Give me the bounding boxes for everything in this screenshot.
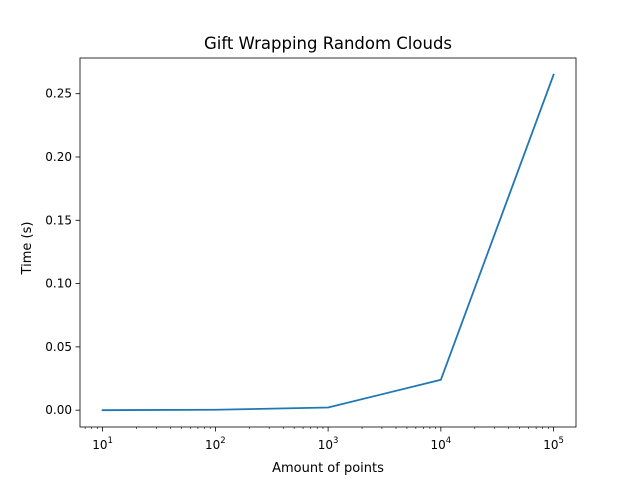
x-tick-label-base: 10 [543, 438, 558, 452]
series-line [101, 73, 555, 412]
x-tick-label-exponent: 1 [108, 436, 113, 446]
y-tick-label: 0.10 [45, 277, 72, 291]
x-tick-label: 104 [431, 436, 452, 452]
x-tick-label-exponent: 4 [446, 436, 451, 446]
x-tick-label-base: 10 [431, 438, 446, 452]
chart-title: Gift Wrapping Random Clouds [204, 34, 452, 53]
x-tick-label: 102 [205, 436, 226, 452]
x-tick-label-exponent: 3 [333, 436, 338, 446]
axes-frame [79, 57, 577, 428]
x-tick-label: 101 [92, 436, 113, 452]
y-axis-label: Time (s) [20, 222, 35, 276]
x-tick-label-base: 10 [205, 438, 220, 452]
y-tick-label: 0.00 [45, 403, 72, 417]
y-tick-label: 0.25 [45, 87, 72, 101]
x-tick-label: 105 [543, 436, 564, 452]
x-tick-label-exponent: 5 [559, 436, 564, 446]
y-tick-label: 0.05 [45, 340, 72, 354]
y-tick-label: 0.15 [45, 213, 72, 227]
x-tick-label-base: 10 [318, 438, 333, 452]
x-tick-label: 103 [318, 436, 339, 452]
y-tick-label: 0.20 [45, 150, 72, 164]
x-axis-label: Amount of points [272, 461, 384, 476]
x-tick-label-base: 10 [92, 438, 107, 452]
x-tick-label-exponent: 2 [220, 436, 225, 446]
